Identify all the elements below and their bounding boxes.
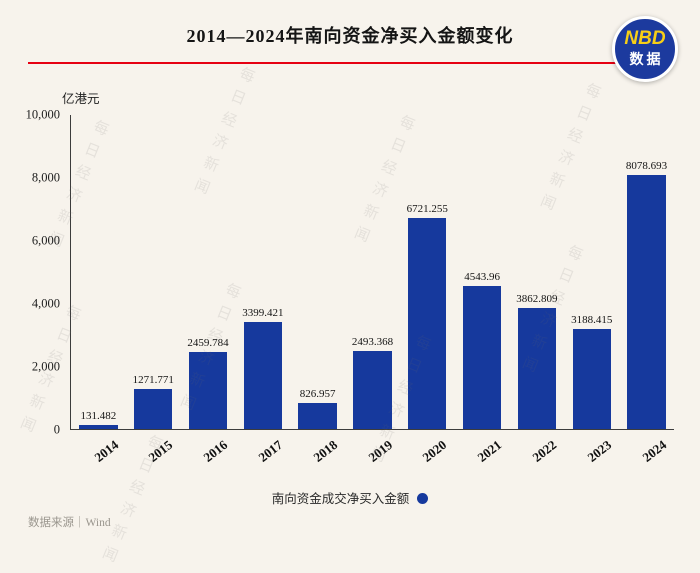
x-axis-label: 2017 (255, 437, 286, 465)
bar-value-label: 3188.415 (571, 313, 613, 326)
bar-column: 826.957 2018 (290, 115, 345, 465)
legend-dot-icon (417, 493, 429, 504)
y-tick-label: 4,000 (31, 296, 60, 311)
x-axis-label: 2018 (310, 437, 341, 465)
bar-value-label: 8078.693 (625, 160, 668, 173)
x-axis-label: 2019 (365, 437, 395, 465)
bar-value-label: 6721.255 (406, 202, 448, 215)
x-axis-label: 2022 (529, 437, 560, 465)
header: 2014—2024年南向资金净买入金额变化 NBD 数据 (0, 0, 700, 82)
bar-value-label: 131.482 (80, 409, 117, 422)
bar-2020 (408, 217, 447, 429)
bar-2019 (353, 350, 392, 429)
bar-value-label: 3399.421 (242, 307, 284, 320)
bar-2014 (79, 424, 118, 429)
bar-2023 (572, 328, 611, 429)
x-axis-label: 2015 (145, 437, 176, 465)
bar-2021 (462, 286, 502, 429)
plot-area: 131.482 2014 1271.771 2015 2459.784 2016 3399.… (70, 115, 674, 465)
y-tick-label: 0 (53, 422, 60, 437)
nbd-logo-text: NBD (624, 28, 666, 50)
x-axis-label: 2021 (474, 437, 505, 465)
bar-value-label: 826.957 (299, 388, 336, 401)
page-title: 2014—2024年南向资金净买入金额变化 (186, 26, 514, 46)
accent-divider (28, 62, 672, 64)
bar-value-label: 3862.809 (516, 292, 558, 305)
legend-label: 南向资金成交净买入金额 (271, 492, 410, 506)
bar-chart: 131.482 2014 1271.771 2015 2459.784 2016 3399.… (26, 108, 674, 465)
bar-2018 (298, 403, 337, 429)
bar-2015 (134, 389, 173, 429)
x-axis-label: 2024 (639, 437, 669, 465)
x-axis-label: 2014 (91, 437, 121, 465)
x-axis-label: 2023 (584, 437, 615, 465)
bar-column: 1271.771 2015 (126, 115, 181, 465)
x-axis-label: 2016 (200, 437, 231, 465)
bar-column: 2459.784 2016 (181, 115, 236, 465)
bar-2024 (627, 175, 666, 429)
bar-column: 3399.421 2017 (235, 115, 290, 465)
bar-value-label: 2459.784 (187, 336, 229, 349)
y-tick-label: 10,000 (25, 107, 60, 122)
legend: 南向资金成交净买入金额 (0, 488, 700, 507)
x-axis-label: 2020 (419, 437, 450, 465)
bar-value-label: 2493.368 (351, 335, 394, 348)
data-source: 数据来源｜Wind (28, 517, 111, 529)
y-tick-label: 2,000 (31, 359, 60, 374)
bar-2022 (517, 307, 557, 429)
bar-2016 (188, 351, 228, 429)
nbd-logo-subtext: 数据 (629, 52, 664, 68)
bar-column: 3188.415 2023 (564, 115, 619, 465)
y-tick-label: 6,000 (31, 233, 60, 248)
bar-2017 (243, 322, 283, 429)
bar-column: 8078.693 2024 (619, 115, 674, 464)
y-axis-unit-label: 亿港元 (62, 92, 100, 106)
y-tick-label: 8,000 (31, 170, 60, 185)
bar-column: 2493.368 2019 (345, 115, 400, 465)
bar-column: 6721.255 2020 (400, 115, 455, 465)
bar-column: 4543.96 2021 (455, 115, 510, 465)
bar-value-label: 4543.96 (464, 271, 500, 284)
bar-value-label: 1271.771 (132, 374, 174, 387)
bar-column: 3862.809 2022 (510, 115, 565, 465)
bar-column: 131.482 2014 (71, 115, 126, 465)
nbd-logo: NBD 数据 (612, 16, 678, 82)
